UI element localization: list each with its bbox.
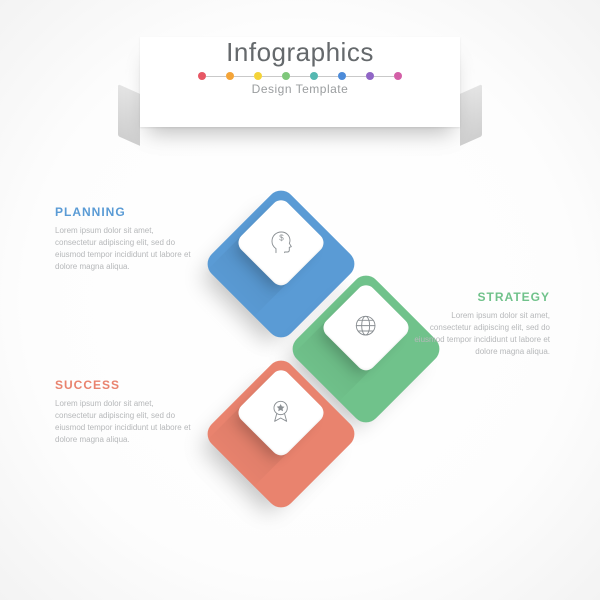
body-planning: Lorem ipsum dolor sit amet, consectetur …	[55, 225, 195, 273]
header-dot	[254, 72, 262, 80]
header-dots	[140, 72, 460, 80]
head-dollar-icon: $	[265, 224, 297, 261]
globe-icon	[350, 309, 382, 346]
header-dot	[338, 72, 346, 80]
header-dot	[310, 72, 318, 80]
header-subtitle: Design Template	[140, 82, 460, 96]
body-strategy: Lorem ipsum dolor sit amet, consectetur …	[410, 310, 550, 358]
header-dot	[198, 72, 206, 80]
text-block-success: SUCCESS Lorem ipsum dolor sit amet, conse…	[55, 378, 195, 446]
header-title: Infographics	[140, 37, 460, 68]
text-block-strategy: STRATEGY Lorem ipsum dolor sit amet, cons…	[410, 290, 550, 358]
tile-inner-success	[234, 366, 327, 459]
label-success: SUCCESS	[55, 378, 195, 392]
header-banner: Infographics Design Template	[140, 25, 460, 127]
svg-text:$: $	[280, 233, 285, 242]
tile-inner-planning: $	[234, 196, 327, 289]
text-block-planning: PLANNING Lorem ipsum dolor sit amet, cons…	[55, 205, 195, 273]
body-success: Lorem ipsum dolor sit amet, consectetur …	[55, 398, 195, 446]
label-planning: PLANNING	[55, 205, 195, 219]
badge-icon	[265, 394, 297, 431]
infographic-stage: Infographics Design Template $ PLANNING L…	[0, 0, 600, 600]
header-dot	[282, 72, 290, 80]
tile-inner-strategy	[319, 281, 412, 374]
header-dot	[366, 72, 374, 80]
label-strategy: STRATEGY	[410, 290, 550, 304]
header-dot	[226, 72, 234, 80]
header-dot	[394, 72, 402, 80]
